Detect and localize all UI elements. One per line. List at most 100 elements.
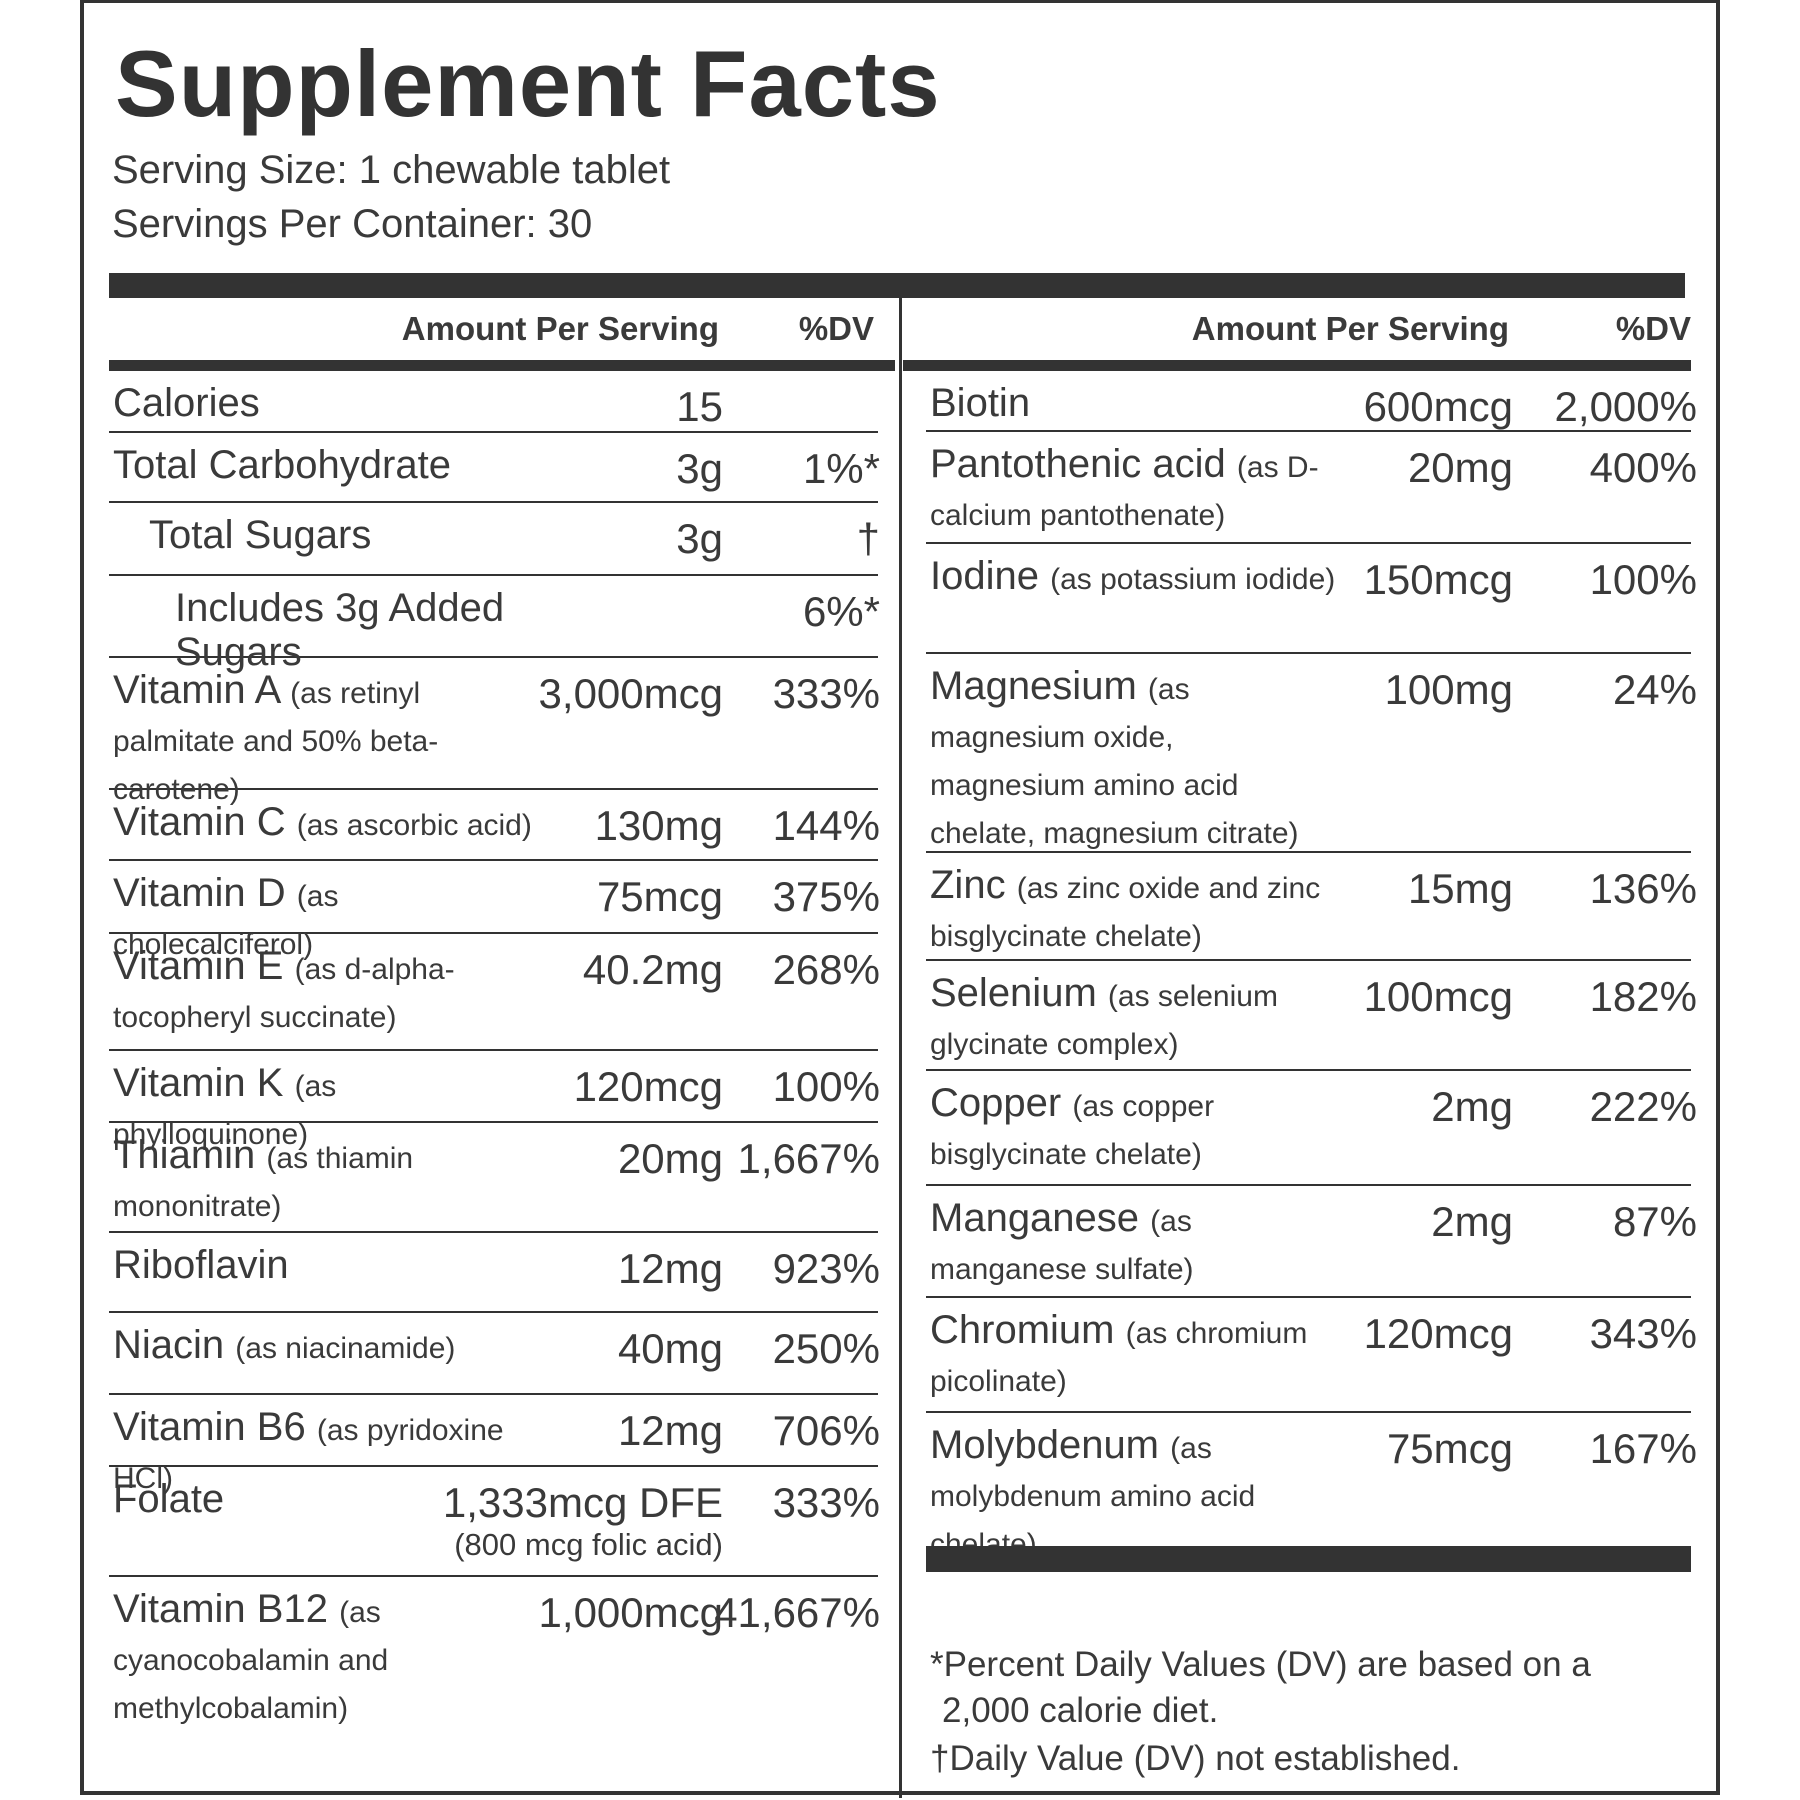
column-divider: [899, 298, 902, 1798]
header-amount: Amount Per Serving: [1191, 310, 1509, 347]
nutrient-row: Total Sugars 3g †: [109, 503, 880, 576]
amount: 1,000mcg: [538, 1589, 723, 1636]
nutrient-label: Niacin (as niacinamide): [113, 1323, 533, 1371]
nutrient-row: Zinc (as zinc oxide and zinc bisglycinat…: [926, 853, 1697, 961]
nutrient-row: Chromium (as chromium picolinate) 120mcg 3…: [926, 1298, 1697, 1413]
nutrient-row: Vitamin D (as cholecalciferol) 75mcg 375%: [109, 861, 880, 961]
daily-value: †: [856, 515, 880, 562]
nutrient-source: (as zinc oxide and zinc bisglycinate che…: [930, 872, 1321, 953]
nutrient-name: Iodine: [930, 554, 1039, 598]
nutrient-label: Zinc (as zinc oxide and zinc bisglycinat…: [930, 863, 1330, 959]
nutrient-name: Total Sugars: [149, 513, 372, 557]
nutrient-source: (as pyridoxine HCl): [113, 1414, 504, 1495]
amount: 15mg: [1407, 865, 1513, 912]
nutrient-source: (as D-calcium pantothenate): [930, 451, 1319, 532]
nutrient-name: Magnesium: [930, 664, 1137, 708]
amount-note: (800 mcg folic acid): [454, 1527, 723, 1562]
nutrient-row: Niacin (as niacinamide) 40mg 250%: [109, 1313, 880, 1395]
nutrient-name: Vitamin B12: [113, 1587, 328, 1631]
amount: 20mg: [1407, 444, 1513, 491]
nutrient-name: Zinc: [930, 863, 1006, 907]
daily-value: 923%: [772, 1245, 880, 1292]
nutrient-label: Includes 3g Added Sugars: [175, 586, 595, 674]
nutrient-name: Vitamin D: [113, 871, 286, 915]
nutrient-source: (as cyanocobalamin and methylcobalamin): [113, 1596, 389, 1725]
servings-per-container: Servings Per Container: 30: [112, 202, 593, 246]
header-dv: %DV: [1615, 310, 1691, 347]
nutrient-row: Total Carbohydrate 3g 1%*: [109, 433, 880, 503]
nutrient-source: (as cholecalciferol): [113, 880, 339, 961]
amount: 120mcg: [1363, 1310, 1513, 1357]
nutrient-label: Total Carbohydrate: [113, 443, 533, 487]
nutrient-row: Vitamin A (as retinyl palmitate and 50% …: [109, 658, 880, 806]
header-rule: [903, 360, 1691, 371]
nutrient-name: Biotin: [930, 381, 1031, 425]
amount: 100mg: [1384, 666, 1513, 713]
nutrient-name: Folate: [113, 1477, 225, 1521]
daily-value: 100%: [1589, 556, 1697, 603]
daily-value: 182%: [1589, 973, 1697, 1020]
column-header: Amount Per Serving %DV: [926, 298, 1691, 360]
nutrient-source: (as retinyl palmitate and 50% beta-carot…: [113, 677, 439, 806]
daily-value: 343%: [1589, 1310, 1697, 1357]
header-rule: [109, 360, 895, 371]
amount: 75mcg: [596, 873, 723, 920]
nutrient-row: Biotin 600mcg 2,000%: [926, 371, 1697, 432]
amount: 600mcg: [1363, 383, 1513, 430]
amount: 100mcg: [1363, 973, 1513, 1020]
daily-value: 706%: [772, 1407, 880, 1454]
thick-rule: [926, 1546, 1691, 1572]
nutrient-name: Vitamin B6: [113, 1405, 306, 1449]
amount: 40mg: [617, 1325, 723, 1372]
nutrient-label: Calories: [113, 381, 533, 425]
daily-value: 100%: [772, 1063, 880, 1110]
nutrient-label: Vitamin C (as ascorbic acid): [113, 800, 533, 848]
nutrient-source: (as thiamin mononitrate): [113, 1142, 414, 1223]
daily-value: 136%: [1589, 865, 1697, 912]
nutrient-row: Vitamin B6 (as pyridoxine HCl) 12mg 706%: [109, 1395, 880, 1495]
nutrient-name: Chromium: [930, 1308, 1115, 1352]
daily-value: 167%: [1589, 1425, 1697, 1472]
nutrient-label: Total Sugars: [149, 513, 569, 557]
daily-value: 144%: [772, 802, 880, 849]
daily-value: 1%*: [802, 445, 880, 492]
amount: 3,000mcg: [538, 670, 723, 717]
nutrient-source: (as copper bisglycinate chelate): [930, 1090, 1215, 1171]
nutrient-row: Manganese (as manganese sulfate) 2mg 87%: [926, 1186, 1697, 1298]
header-amount: Amount Per Serving: [401, 310, 719, 347]
daily-value: 333%: [772, 1479, 880, 1526]
nutrient-column: Amount Per Serving %DV Calories 15 Total Car…: [109, 298, 895, 1725]
nutrient-source: (as ascorbic acid): [296, 809, 532, 842]
amount: 150mcg: [1363, 556, 1513, 603]
nutrient-source: (as magnesium oxide, magnesium amino aci…: [930, 673, 1299, 850]
amount: 3g: [676, 515, 723, 562]
nutrient-name: Total Carbohydrate: [113, 443, 451, 487]
nutrient-row: Magnesium (as magnesium oxide, magnesium…: [926, 654, 1697, 853]
amount: 12mg: [617, 1407, 723, 1454]
nutrient-name: Molybdenum: [930, 1423, 1160, 1467]
daily-value: 2,000%: [1554, 383, 1697, 430]
nutrient-source: (as manganese sulfate): [930, 1205, 1194, 1286]
amount: 2mg: [1431, 1083, 1513, 1130]
daily-value: 375%: [772, 873, 880, 920]
column-header: Amount Per Serving %DV: [109, 298, 878, 360]
daily-value: 1,667%: [737, 1135, 880, 1182]
daily-value: 41,667%: [714, 1589, 880, 1636]
nutrient-name: Copper: [930, 1081, 1062, 1125]
nutrient-label: Vitamin E (as d-alpha-tocopheryl succina…: [113, 944, 533, 1040]
nutrient-name: Riboflavin: [113, 1243, 289, 1287]
nutrient-row: Vitamin B12 (as cyanocobalamin and methy…: [109, 1577, 880, 1725]
nutrient-name: Thiamin: [113, 1133, 256, 1177]
nutrient-row: Selenium (as selenium glycinate complex)…: [926, 961, 1697, 1071]
header-dv: %DV: [798, 310, 874, 347]
amount: 1,333mcg DFE: [442, 1479, 723, 1526]
nutrient-name: Pantothenic acid: [930, 442, 1226, 486]
amount: 130mg: [594, 802, 723, 849]
nutrient-name: Selenium: [930, 971, 1097, 1015]
nutrient-row: Vitamin K (as phylloquinone) 120mcg 100%: [109, 1051, 880, 1151]
amount: 2mg: [1431, 1198, 1513, 1245]
amount: 3g: [676, 445, 723, 492]
nutrient-row: Includes 3g Added Sugars 6%*: [109, 576, 880, 674]
nutrient-label: Selenium (as selenium glycinate complex): [930, 971, 1350, 1067]
daily-value: 268%: [772, 946, 880, 993]
